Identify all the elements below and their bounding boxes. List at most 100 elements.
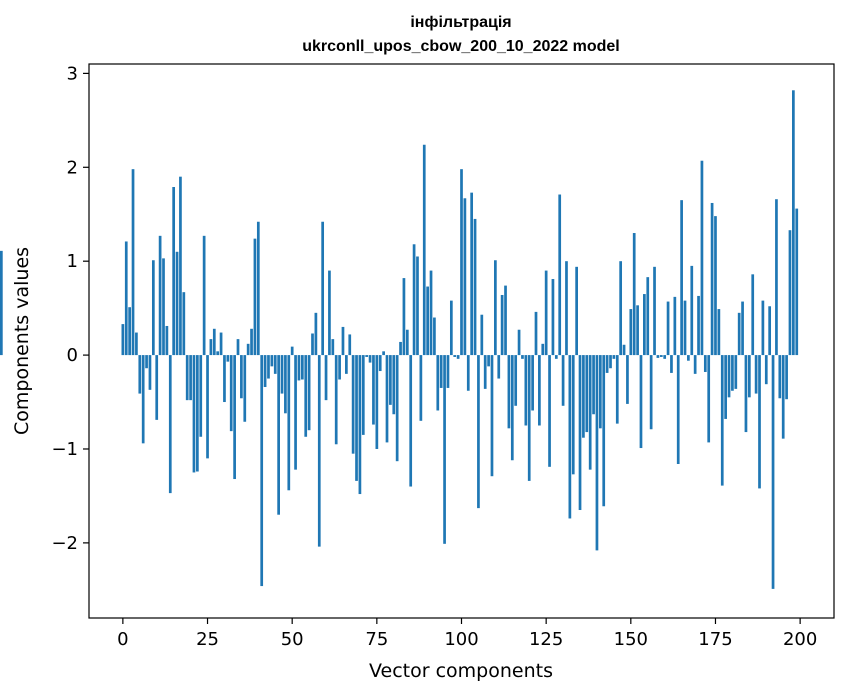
bar — [385, 355, 389, 443]
bar — [521, 355, 524, 359]
bar — [663, 355, 667, 359]
bar — [720, 355, 724, 486]
bar — [341, 326, 345, 356]
bar — [345, 355, 348, 374]
bar — [734, 355, 738, 389]
bar — [538, 355, 541, 426]
bar — [653, 266, 656, 356]
bar — [246, 343, 250, 356]
bar — [223, 355, 226, 403]
bar — [626, 355, 629, 404]
bar — [0, 250, 3, 356]
bar — [544, 270, 548, 356]
x-tick-label: 25 — [196, 629, 219, 650]
bar — [744, 355, 748, 433]
bar — [189, 355, 192, 401]
bar — [731, 355, 734, 391]
bar — [290, 346, 294, 356]
bar — [348, 334, 352, 356]
bar — [168, 355, 172, 494]
bar — [148, 355, 152, 390]
bar — [792, 90, 795, 356]
bar — [175, 251, 179, 356]
x-tick-label: 50 — [281, 629, 304, 650]
bar — [446, 355, 450, 388]
bar — [280, 355, 284, 394]
bar — [598, 355, 602, 429]
bar — [135, 332, 138, 356]
bar — [317, 355, 321, 547]
bar — [365, 355, 369, 357]
bar — [304, 355, 308, 437]
bar — [138, 355, 142, 394]
bar — [605, 355, 609, 373]
bar — [754, 355, 758, 394]
bar — [632, 233, 636, 356]
bar — [311, 333, 314, 356]
bar — [470, 192, 474, 356]
bar — [172, 187, 176, 356]
bar — [307, 355, 311, 431]
bar — [473, 218, 477, 356]
bar — [490, 355, 494, 477]
bar — [758, 355, 761, 489]
bar — [382, 351, 385, 356]
bar — [202, 235, 206, 356]
bar — [775, 199, 778, 356]
bar — [558, 194, 562, 356]
bar — [219, 332, 223, 356]
bar — [494, 260, 497, 356]
bar — [531, 355, 534, 411]
bar — [212, 328, 216, 356]
bar — [226, 355, 230, 362]
bar — [351, 355, 355, 454]
y-axis-label: Components values — [11, 247, 33, 435]
bar — [182, 292, 186, 356]
bar — [284, 355, 287, 414]
bar — [331, 339, 335, 356]
bar — [131, 169, 135, 356]
y-tick-label: 2 — [67, 157, 78, 178]
bar — [524, 355, 528, 426]
bar — [443, 355, 446, 544]
bar — [314, 312, 318, 356]
bar — [571, 355, 575, 475]
bar — [179, 176, 182, 356]
bar — [670, 355, 673, 373]
bar — [785, 355, 788, 400]
x-tick-label: 0 — [117, 629, 128, 650]
x-tick-label: 100 — [444, 629, 478, 650]
bar — [121, 324, 125, 356]
bar — [192, 355, 196, 473]
bar — [236, 339, 240, 356]
bar — [507, 355, 511, 429]
bar — [128, 307, 131, 356]
bar — [565, 261, 568, 356]
y-axis-ticks: −2 −1 0 1 2 3 — [51, 63, 89, 554]
bar — [487, 355, 490, 367]
bar — [263, 355, 267, 388]
bar — [389, 355, 392, 405]
bar — [554, 355, 558, 359]
bar — [260, 355, 264, 587]
bar-series — [0, 90, 799, 589]
bar — [582, 355, 585, 438]
bar — [328, 270, 331, 356]
y-tick-label: 1 — [67, 251, 78, 272]
bar — [300, 355, 304, 380]
bar — [646, 277, 650, 356]
bar — [405, 329, 409, 356]
bar — [378, 355, 382, 372]
bar — [185, 355, 189, 401]
bar — [639, 355, 643, 449]
bar — [497, 355, 501, 379]
bar — [216, 351, 220, 356]
bar — [517, 329, 521, 356]
bar — [615, 355, 619, 424]
bar — [673, 296, 677, 356]
bar — [145, 355, 148, 369]
bar — [643, 294, 646, 356]
bar — [510, 355, 514, 461]
bar — [402, 278, 406, 356]
